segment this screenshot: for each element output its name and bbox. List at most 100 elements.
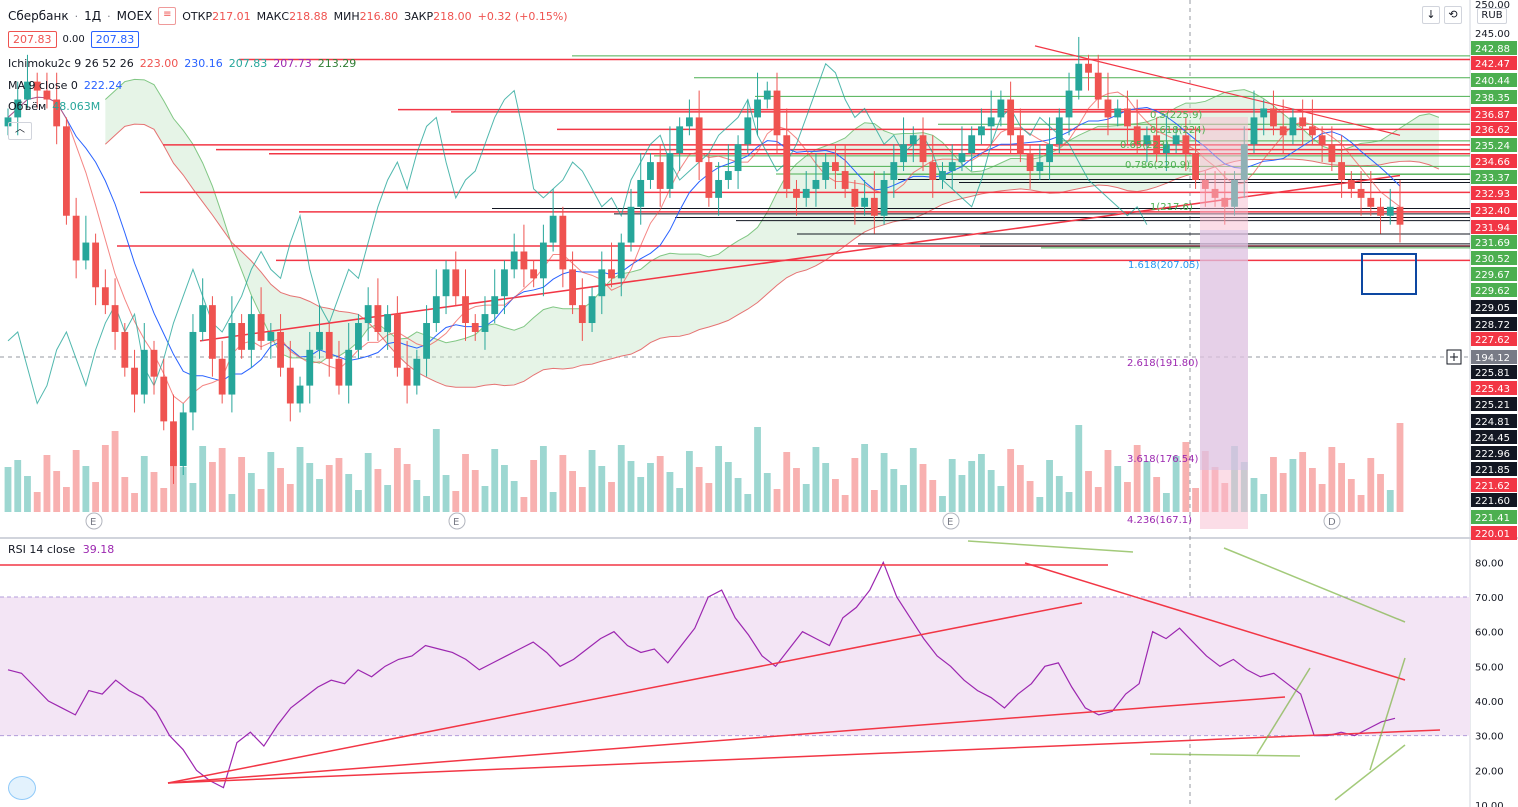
volume-bar (1338, 463, 1346, 512)
volume-bar (1386, 490, 1394, 512)
fib-label: 2.618(191.80) (1127, 358, 1199, 369)
volume-value: 48.063M (52, 100, 101, 113)
candle-body (238, 323, 246, 350)
fib-label: 1(217.6) (1150, 202, 1193, 213)
volume-label[interactable]: Объём (8, 100, 47, 113)
ichimoku-label[interactable]: Ichimoku2c 9 26 52 26 (8, 57, 134, 70)
candle-body (1046, 144, 1053, 163)
volume-bar (1172, 456, 1180, 512)
volume-bar (286, 484, 294, 512)
flag-icon[interactable]: ≡ (158, 7, 177, 25)
candle-body (968, 135, 976, 154)
exchange: MOEX (116, 9, 153, 23)
volume-bar (948, 459, 956, 512)
volume-bar (1192, 488, 1199, 512)
candle-body (1016, 135, 1024, 154)
rsi-label[interactable]: RSI 14 close (8, 543, 76, 556)
sell-button[interactable]: 207.83 (8, 31, 57, 48)
price-tick-label: 238.35 (1475, 93, 1510, 104)
volume-bar (1328, 447, 1336, 512)
candle-body (1377, 206, 1384, 216)
price-tick-label: 245.00 (1475, 29, 1510, 40)
price-tick-label: 225.81 (1475, 368, 1510, 379)
volume-bar (734, 478, 742, 512)
candle-body (715, 179, 723, 198)
candle-body (462, 296, 469, 324)
tradingview-logo-icon[interactable] (8, 776, 36, 800)
volume-bar (140, 456, 148, 512)
volume-bar (1094, 487, 1102, 512)
volume-bar (530, 460, 538, 512)
interval[interactable]: 1Д (84, 9, 102, 23)
fib-zone-lower (1200, 230, 1248, 470)
candle-body (14, 99, 22, 118)
candle-body (608, 269, 615, 279)
candle-body (880, 179, 888, 216)
volume-bar (1133, 445, 1141, 512)
candle-body (101, 287, 109, 306)
price-tick-label: 224.45 (1475, 433, 1510, 444)
ma-label[interactable]: MA 9 close 0 (8, 79, 78, 92)
fib-label: 3.618(176.54) (1127, 454, 1199, 465)
open-label: ОТКР (182, 9, 213, 23)
candle-body (695, 117, 703, 163)
candle-body (1386, 206, 1394, 216)
volume-bar (793, 468, 800, 512)
candle-body (1094, 72, 1102, 100)
rsi-divergence-line (967, 540, 1134, 553)
volume-bar (199, 446, 207, 512)
buy-button[interactable]: 207.83 (90, 31, 140, 48)
candle-body (1270, 108, 1277, 127)
volume-bar (257, 489, 265, 512)
low-label: МИН (333, 9, 360, 23)
price-tick-label: 236.87 (1475, 110, 1510, 121)
volume-bar (754, 427, 761, 512)
candle-body (296, 385, 304, 404)
rsi-divergence-line (1369, 657, 1406, 771)
event-marker (85, 512, 103, 530)
volume-bar (1036, 497, 1044, 512)
candle-body (481, 314, 489, 332)
open-value: 217.01 (212, 9, 251, 23)
candle-body (43, 90, 51, 100)
volume-bar (62, 487, 70, 512)
candle-body (978, 126, 985, 136)
price-badge (1471, 300, 1517, 314)
volume-bar (24, 476, 31, 512)
rsi-trend-line (1024, 562, 1406, 681)
rsi-tick-label: 30.00 (1475, 732, 1504, 743)
price-tick-label: 233.37 (1475, 173, 1510, 184)
candle-body (72, 215, 80, 261)
price-tick-label: 225.21 (1475, 400, 1510, 411)
volume-bar (549, 492, 557, 512)
candle-body (452, 269, 460, 297)
collapse-legend-button[interactable]: ︿ (8, 122, 32, 140)
volume-bar (267, 452, 275, 512)
volume-bar (33, 492, 41, 512)
candle-body (1114, 108, 1122, 118)
candle-body (364, 305, 372, 324)
price-badge (1471, 283, 1517, 297)
volume-bar (160, 488, 168, 512)
volume-bar (82, 466, 90, 512)
symbol-name[interactable]: Сбербанк (8, 9, 69, 23)
candle-body (656, 162, 664, 189)
volume-bar (481, 486, 489, 512)
price-badge (1471, 220, 1517, 234)
candle-body (569, 269, 576, 306)
volume-bar (510, 481, 518, 512)
rsi-trend-line (167, 602, 1083, 784)
price-badge (1471, 90, 1517, 104)
currency-badge[interactable]: RUB (1477, 8, 1507, 24)
candle-body (530, 269, 538, 279)
refresh-icon[interactable]: ⟲ (1444, 6, 1462, 24)
candle-body (1250, 117, 1258, 145)
price-badge (1471, 478, 1517, 492)
volume-bar (647, 463, 654, 512)
price-badge (1471, 510, 1517, 524)
change-value: +0.32 (+0.15%) (477, 9, 568, 23)
download-icon[interactable]: ↓ (1422, 6, 1440, 24)
candle-body (257, 314, 265, 341)
candle-body (832, 162, 839, 172)
